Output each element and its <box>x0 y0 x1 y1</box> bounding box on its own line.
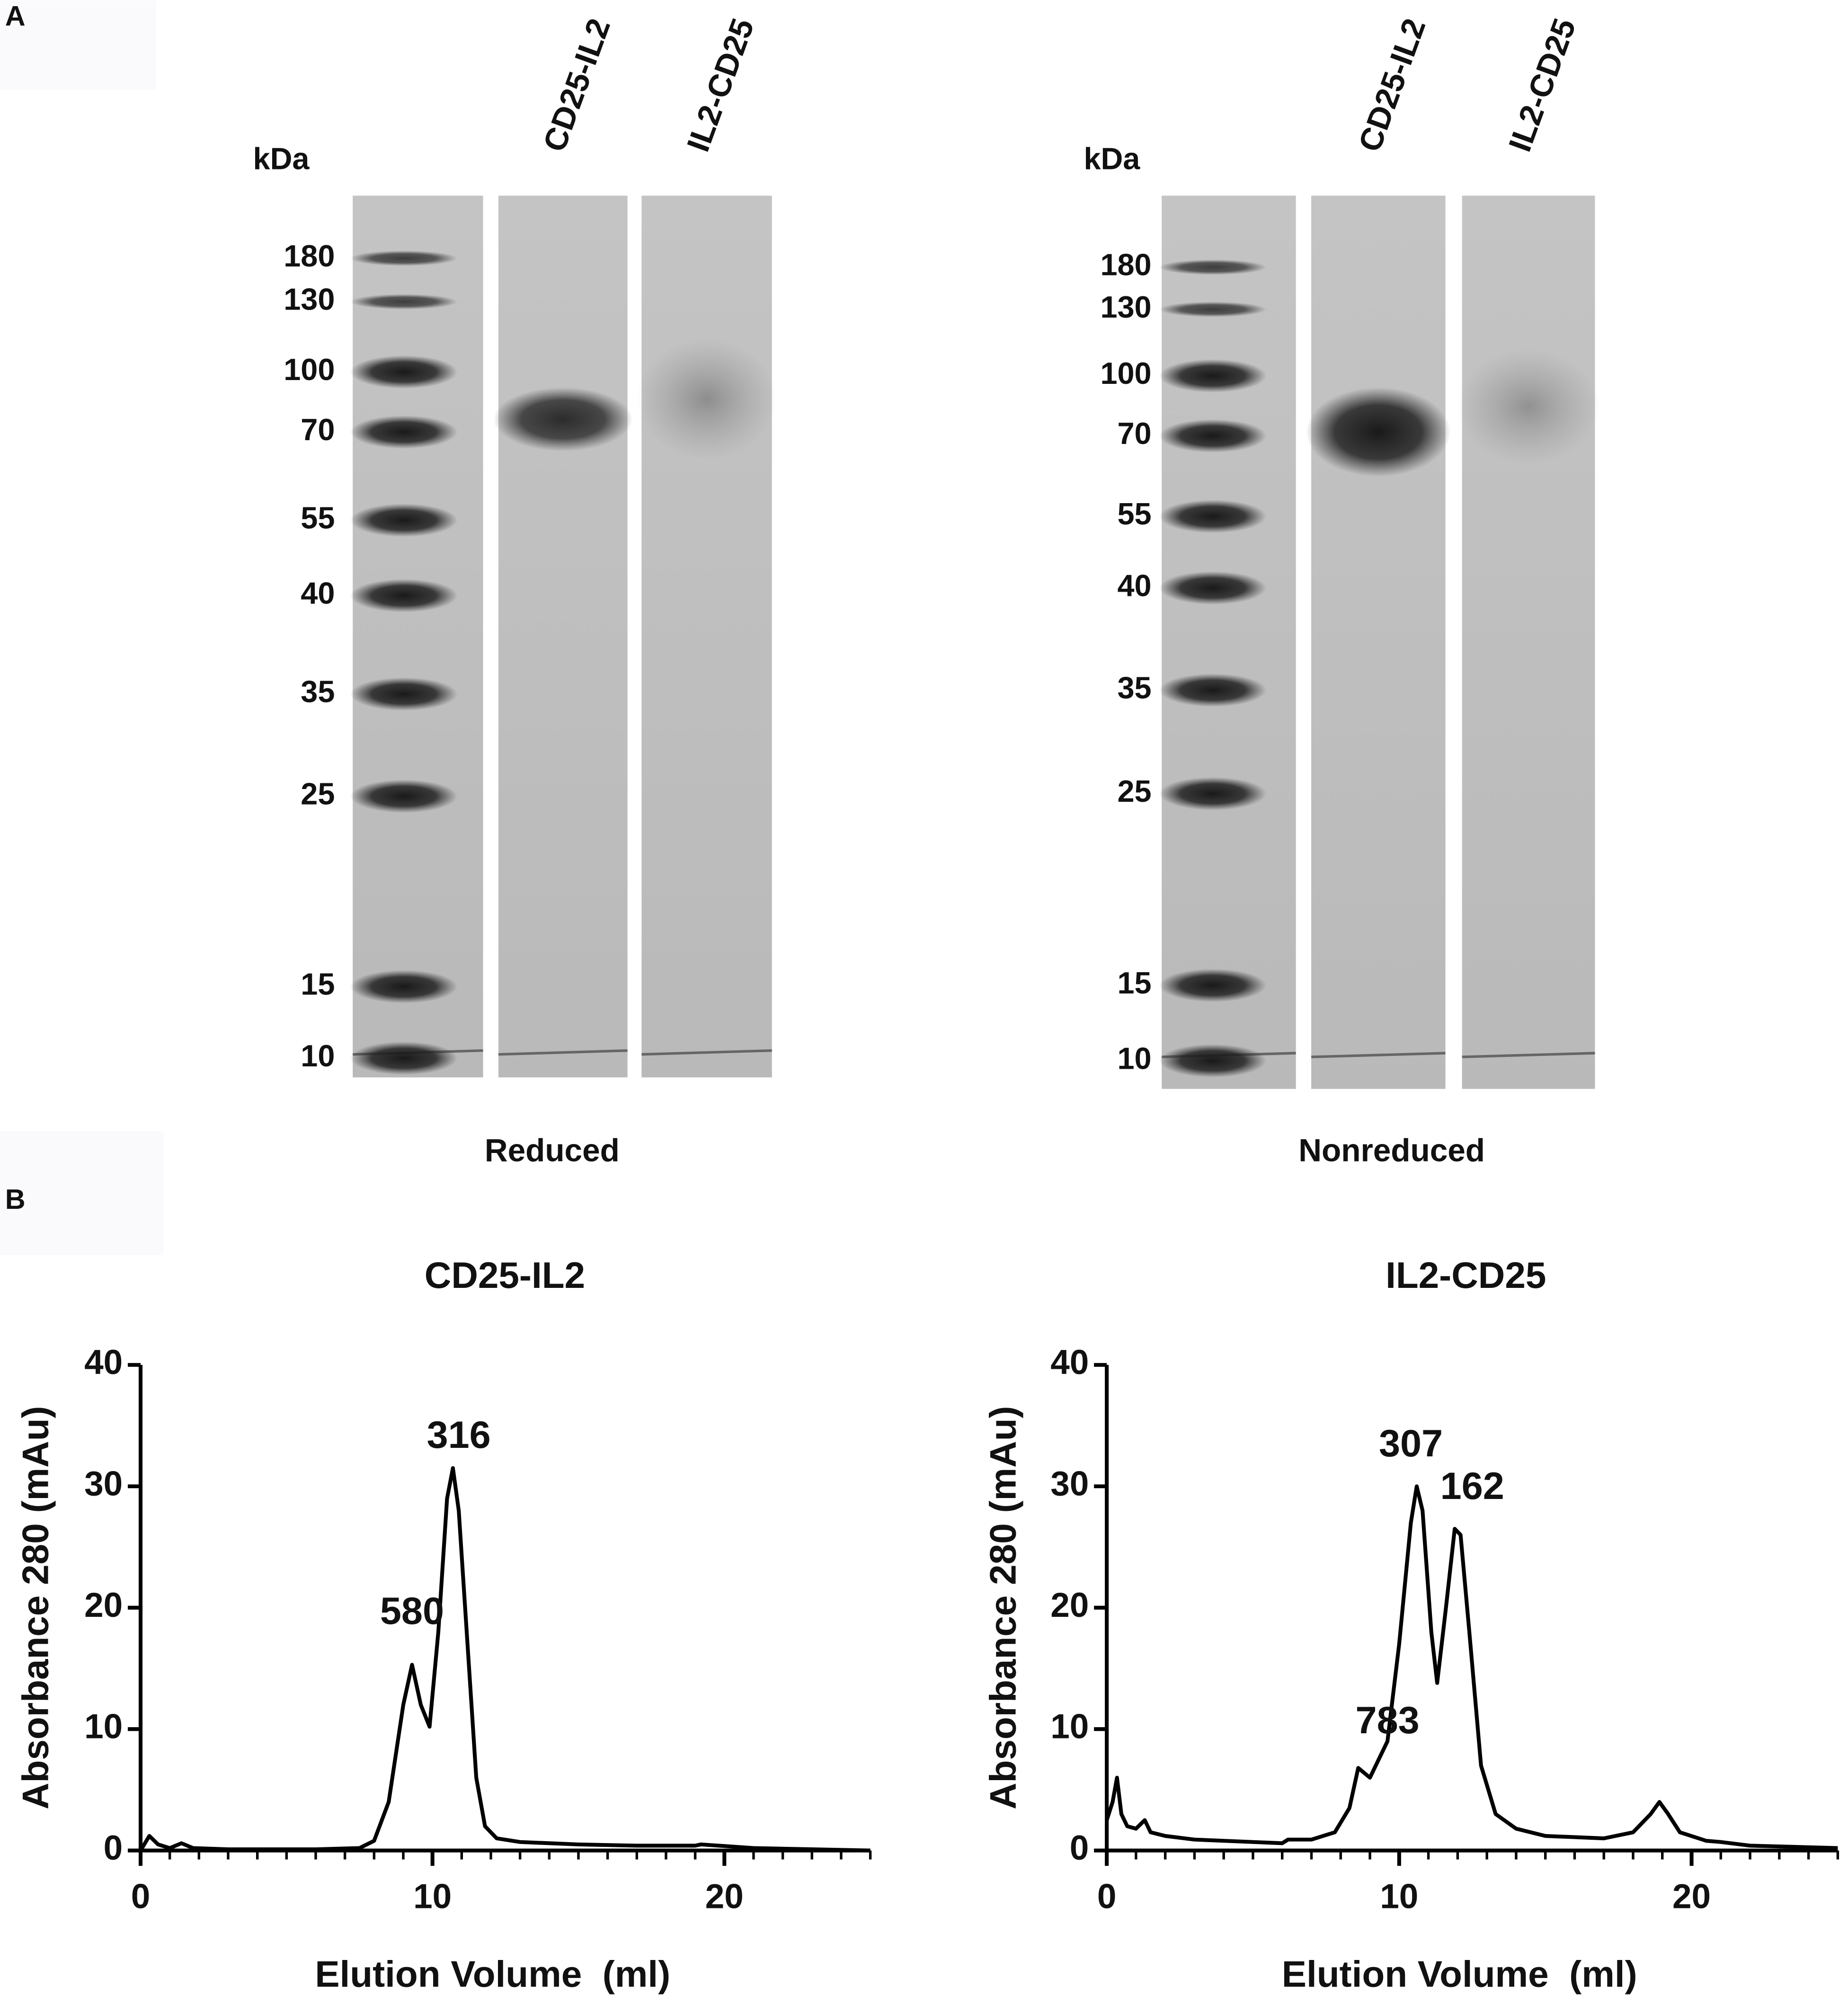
lane-label: IL2-CD25 <box>680 14 761 157</box>
marker-label: 130 <box>284 282 335 317</box>
peak-annotation: 307 <box>1379 1422 1443 1465</box>
lane-label: CD25-IL2 <box>1352 14 1433 157</box>
peak-annotation: 580 <box>380 1590 444 1632</box>
unit-label: kDa <box>1084 142 1140 176</box>
x-tick-label: 10 <box>1380 1878 1418 1916</box>
marker-label: 55 <box>301 500 335 535</box>
marker-label: 10 <box>1118 1041 1152 1075</box>
ladder-band <box>1159 1044 1267 1078</box>
x-tick-label: 20 <box>705 1878 744 1916</box>
lane-label: IL2-CD25 <box>1502 14 1583 157</box>
marker-label: 55 <box>1118 497 1152 531</box>
marker-label: 40 <box>1118 568 1152 603</box>
dye-front <box>1462 1052 1595 1058</box>
gels: 180 130 100 70 55 40 35 25 15 10 kDa CD25-IL2 IL2-CD… <box>253 14 1600 1168</box>
x-axis-label: Elution Volume (ml) <box>1282 1953 1637 1995</box>
ladder-band <box>1159 571 1267 605</box>
ladder-band <box>1159 777 1267 811</box>
x-tick-label: 10 <box>413 1878 452 1916</box>
dye-front <box>641 1049 772 1056</box>
marker-label: 70 <box>301 412 335 447</box>
sample-band <box>493 387 633 452</box>
peak-annotation: 783 <box>1356 1699 1420 1742</box>
ladder-band <box>1159 499 1267 533</box>
chart-title: CD25-IL2 <box>425 1254 585 1296</box>
marker-label: 70 <box>1118 416 1152 451</box>
gel-lane <box>498 195 628 1078</box>
y-axis-label: Absorbance 280 (mAu) <box>15 1406 56 1809</box>
y-tick-label: 0 <box>104 1829 123 1867</box>
line-series <box>139 1466 871 1853</box>
marker-label: 25 <box>301 776 335 811</box>
ladder-band <box>350 970 458 1003</box>
y-tick-label: 20 <box>84 1586 123 1624</box>
ladder-band <box>350 504 458 537</box>
marker-label: 10 <box>301 1038 335 1073</box>
ladder-band <box>350 579 458 612</box>
gel-lane <box>1462 195 1595 1089</box>
panel-label: B <box>5 1183 26 1215</box>
gel-lane <box>1162 195 1296 1089</box>
marker-label: 35 <box>301 674 335 709</box>
marker-label: 180 <box>1100 248 1151 282</box>
sample-band <box>636 338 777 460</box>
y-tick-label: 10 <box>84 1707 123 1746</box>
ladder-band <box>350 355 458 389</box>
panel-label: A <box>5 0 26 32</box>
chart-title: IL2-CD25 <box>1386 1254 1546 1296</box>
marker-label: 35 <box>1118 670 1152 705</box>
ladder-band <box>1159 968 1267 1002</box>
condition-label: Reduced <box>485 1133 620 1168</box>
marker-label: 100 <box>284 352 335 387</box>
ladder-band <box>350 677 458 711</box>
label-backdrop <box>0 0 156 90</box>
ladder-band <box>350 250 458 266</box>
marker-label: 130 <box>1100 290 1151 324</box>
charts: 0 10 20 30 40 0 10 20 CD25-IL2 Elution Volume (ml… <box>15 1254 1839 1995</box>
y-tick-label: 40 <box>1050 1343 1089 1382</box>
x-tick-label: 0 <box>1097 1878 1117 1916</box>
dye-front <box>1311 1052 1446 1058</box>
ladder-band <box>350 415 458 449</box>
lane-label: CD25-IL2 <box>536 14 617 157</box>
y-tick-label: 40 <box>84 1343 123 1382</box>
y-tick-label: 0 <box>1070 1829 1089 1867</box>
marker-label: 25 <box>1118 774 1152 808</box>
gel-lane <box>641 195 772 1078</box>
line-series <box>1105 1484 1838 1850</box>
marker-label: 15 <box>301 967 335 1002</box>
sample-band <box>1306 387 1451 477</box>
y-tick-label: 20 <box>1050 1586 1089 1624</box>
gel-lane <box>353 195 483 1078</box>
marker-label: 180 <box>284 239 335 273</box>
label-backdrop <box>0 1131 164 1255</box>
peak-annotation: 162 <box>1440 1465 1504 1507</box>
y-tick-label: 30 <box>84 1464 123 1503</box>
x-axis-label: Elution Volume (ml) <box>315 1953 670 1995</box>
ladder-band <box>350 780 458 813</box>
gel-lane <box>1311 195 1446 1089</box>
y-axis-label: Absorbance 280 (mAu) <box>982 1406 1023 1809</box>
ladder-band <box>350 1041 458 1075</box>
sample-band <box>1457 349 1600 464</box>
ladder-band <box>350 294 458 310</box>
peak-annotation: 316 <box>427 1414 491 1456</box>
ladder-band <box>1159 259 1267 275</box>
marker-label: 40 <box>301 576 335 611</box>
marker-label: 15 <box>1118 966 1152 1000</box>
marker-label: 100 <box>1100 356 1151 390</box>
ladder-band <box>1159 301 1267 317</box>
ladder-band <box>1159 419 1267 453</box>
dye-front <box>498 1049 628 1056</box>
x-tick-label: 0 <box>131 1878 151 1916</box>
ladder-band <box>1159 359 1267 393</box>
x-tick-label: 20 <box>1672 1878 1711 1916</box>
y-tick-label: 10 <box>1050 1707 1089 1746</box>
y-tick-label: 30 <box>1050 1464 1089 1503</box>
ladder-band <box>1159 674 1267 707</box>
unit-label: kDa <box>253 142 310 176</box>
condition-label: Nonreduced <box>1298 1133 1485 1168</box>
